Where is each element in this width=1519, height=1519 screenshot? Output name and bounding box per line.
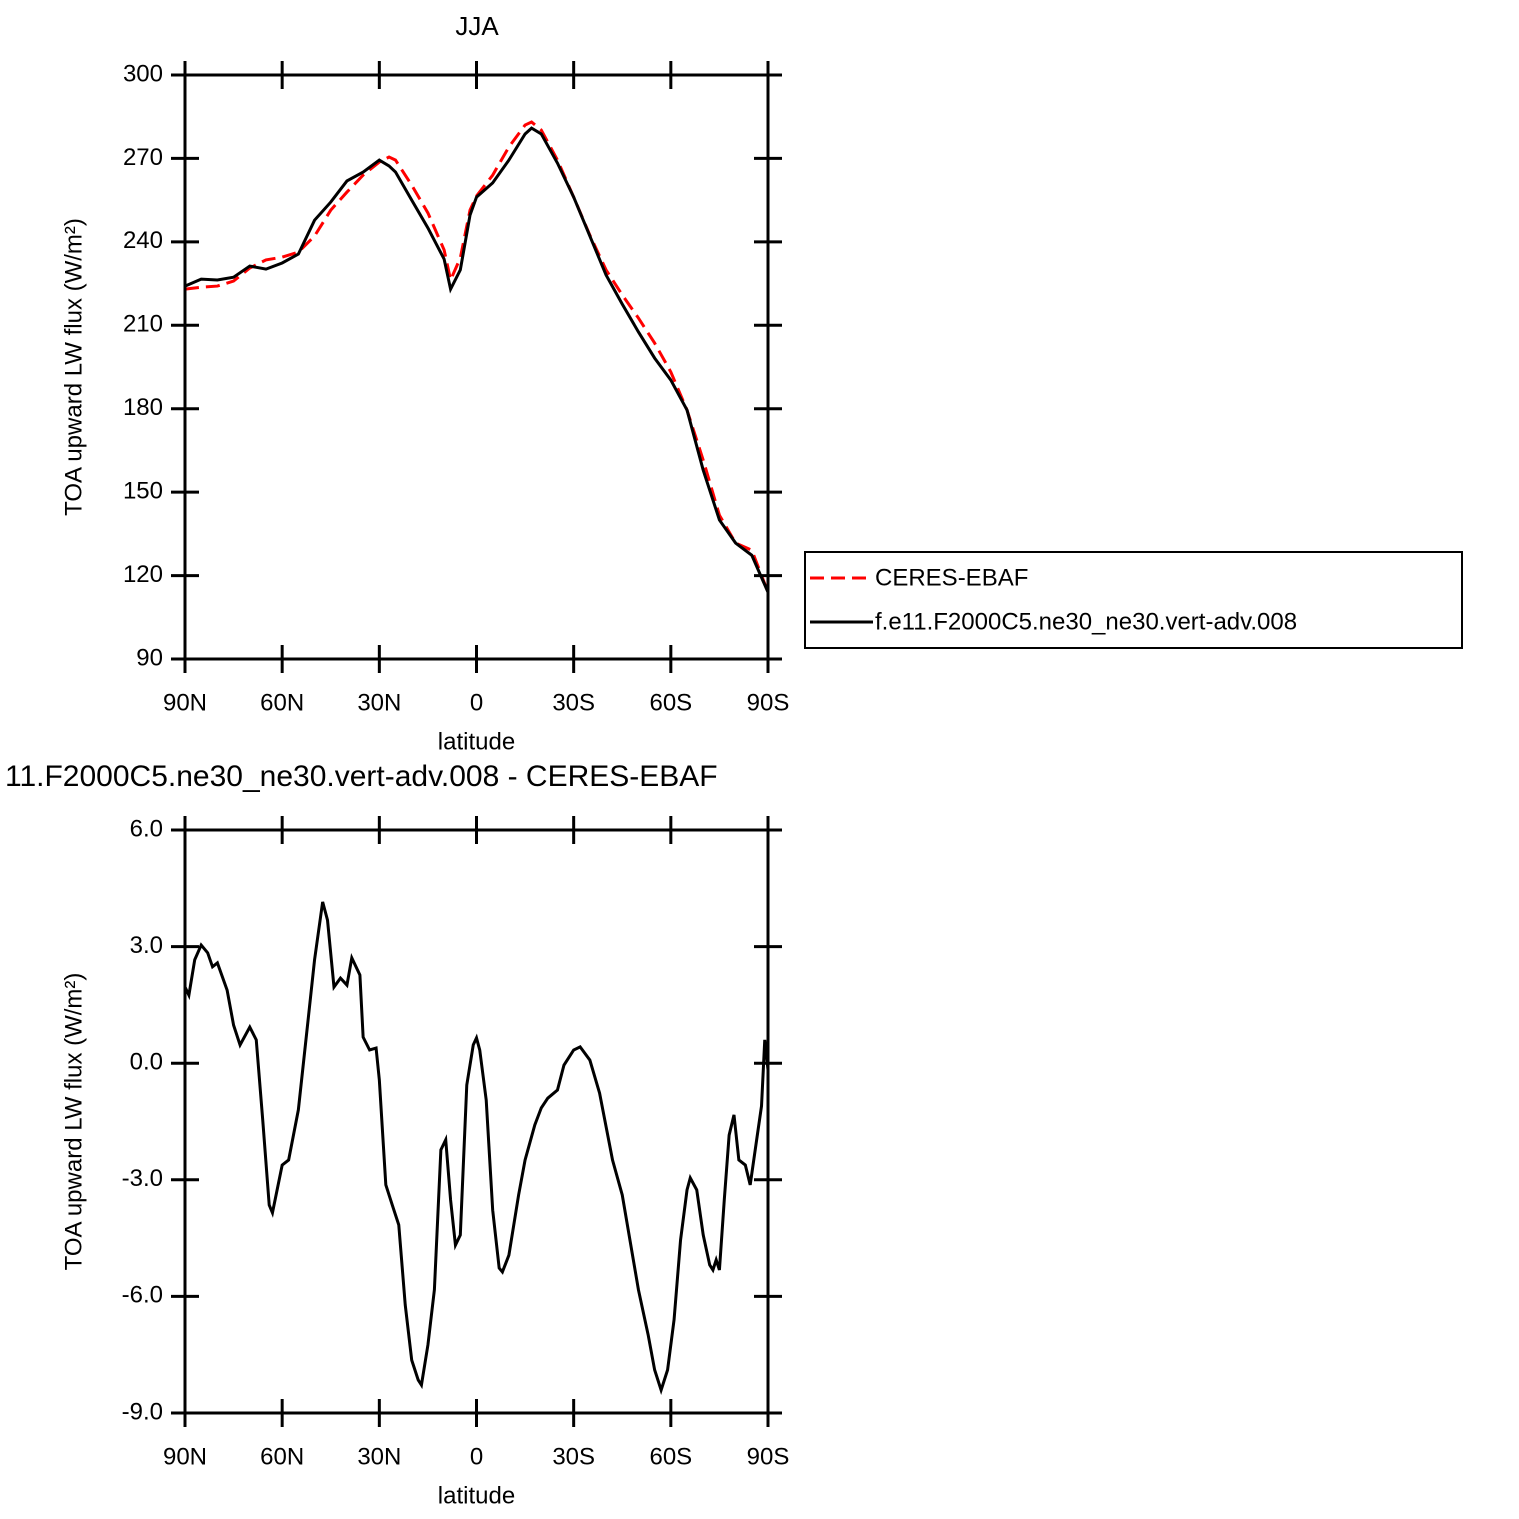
plot-frame — [183, 828, 770, 1415]
x-tick-label: 90S — [747, 1443, 790, 1470]
x-tick-label: 90N — [163, 1443, 207, 1470]
y-tick-label: 120 — [123, 561, 163, 588]
x-tick-label: 30S — [552, 689, 595, 716]
legend-box — [804, 551, 1463, 649]
data-line — [184, 126, 770, 593]
x-tick-label: 60N — [260, 1443, 304, 1470]
chart-title: 11.F2000C5.ne30_ne30.vert-adv.008 - CERE… — [5, 760, 718, 793]
y-tick-label: -9.0 — [122, 1398, 163, 1425]
data-line — [183, 901, 770, 1395]
y-axis-label: TOA upward LW flux (W/m²) — [60, 218, 87, 516]
y-tick-label: 300 — [123, 60, 163, 87]
x-tick-label: 0 — [470, 1443, 483, 1470]
y-tick-label: 3.0 — [130, 932, 163, 959]
y-tick-label: 210 — [123, 311, 163, 338]
legend-label: f.e11.F2000C5.ne30_ne30.vert-adv.008 — [875, 608, 1297, 635]
chart-title: JJA — [455, 11, 499, 41]
x-tick-label: 0 — [470, 689, 483, 716]
x-tick-label: 60S — [649, 1443, 692, 1470]
y-tick-label: -6.0 — [122, 1282, 163, 1309]
x-axis-label: latitude — [438, 1482, 515, 1509]
x-axis-label: latitude — [438, 728, 515, 755]
y-tick-label: 150 — [123, 477, 163, 504]
data-line — [184, 120, 770, 593]
x-tick-label: 60N — [260, 689, 304, 716]
y-tick-label: 6.0 — [130, 815, 163, 842]
x-tick-label: 90N — [163, 689, 207, 716]
y-tick-label: 0.0 — [130, 1049, 163, 1076]
y-tick-label: -3.0 — [122, 1165, 163, 1192]
y-axis-label: TOA upward LW flux (W/m²) — [60, 973, 87, 1271]
y-tick-label: 90 — [136, 644, 163, 671]
y-tick-label: 180 — [123, 394, 163, 421]
plot-frame — [183, 73, 770, 661]
x-tick-label: 30N — [357, 689, 401, 716]
x-tick-label: 30N — [357, 1443, 401, 1470]
legend-label: CERES-EBAF — [875, 564, 1028, 591]
x-tick-label: 30S — [552, 1443, 595, 1470]
x-tick-label: 60S — [649, 689, 692, 716]
x-tick-label: 90S — [747, 689, 790, 716]
y-tick-label: 270 — [123, 144, 163, 171]
y-tick-label: 240 — [123, 227, 163, 254]
